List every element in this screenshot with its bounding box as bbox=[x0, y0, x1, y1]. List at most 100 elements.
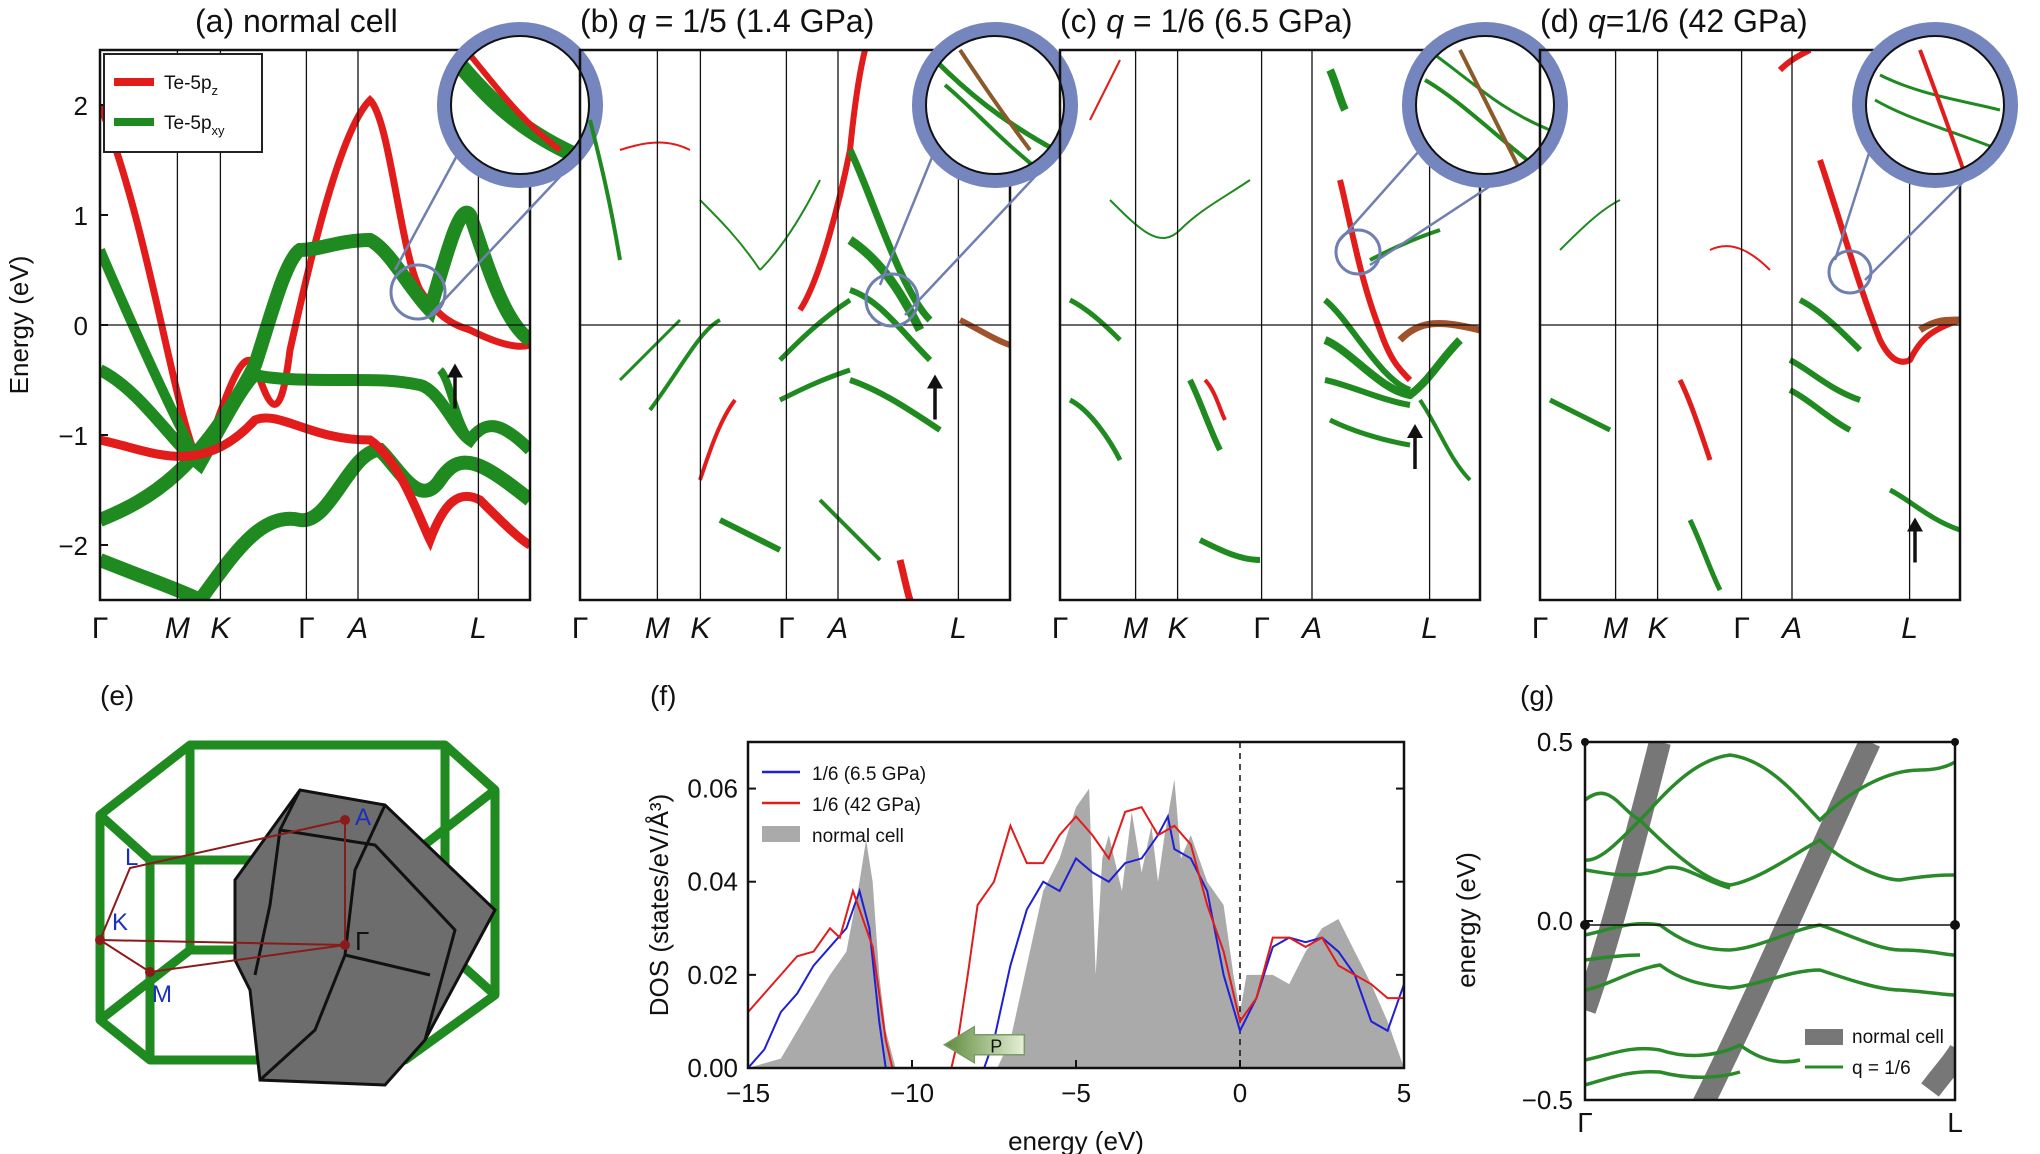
legend-label-normal-cell: normal cell bbox=[1852, 1027, 1944, 1048]
arrow-head bbox=[447, 363, 463, 378]
y-tick-label: 0.00 bbox=[687, 1053, 738, 1083]
kpoint-label: L bbox=[1901, 612, 1918, 645]
panel-e: (e) A L K M Γ bbox=[95, 680, 500, 1087]
kpoint-label: K bbox=[210, 612, 232, 645]
pxy-band-4 bbox=[100, 205, 530, 527]
x-tick-label: −5 bbox=[1061, 1078, 1091, 1108]
panel-f-ylabel: DOS (states/eV/Å³) bbox=[644, 794, 674, 1017]
panel-f-plot bbox=[748, 742, 1404, 1068]
panel-b-magnifier bbox=[864, 22, 1078, 328]
kpoint-label: K bbox=[1648, 612, 1670, 645]
arrow-head bbox=[1907, 517, 1923, 532]
y-tick-label: 0 bbox=[74, 311, 88, 341]
kpoint-label: Γ bbox=[1532, 612, 1549, 645]
kpoint-label: K bbox=[690, 612, 712, 645]
panel-a-magnifier bbox=[389, 22, 603, 321]
pxy-band-5 bbox=[436, 367, 474, 443]
y-tick-label: 0.02 bbox=[687, 960, 738, 990]
panel-f-legend: 1/6 (6.5 GPa) 1/6 (42 GPa) normal cell bbox=[762, 764, 926, 847]
kpoint-label: M bbox=[1603, 612, 1628, 645]
panel-b-gridlines bbox=[580, 50, 1010, 600]
kpoint-label: L bbox=[470, 612, 487, 645]
legend-label-q: q = 1/6 bbox=[1852, 1058, 1911, 1079]
panel-b-arrow bbox=[927, 374, 943, 420]
panel-f: (f) −15 −10 −5 0 5 0.00 0.02 0.04 0.06 energy (e… bbox=[644, 680, 1411, 1154]
y-tick-label: 0.04 bbox=[687, 867, 738, 897]
panel-e-title: (e) bbox=[100, 680, 134, 711]
panel-a-title: (a) normal cell bbox=[195, 3, 398, 39]
y-tick-label: −2 bbox=[58, 531, 88, 561]
brillouin-zone-polyhedron bbox=[233, 788, 497, 1087]
kpoint-label: K bbox=[1168, 612, 1190, 645]
panel-a-y-ticks: 2 1 0 −1 −2 bbox=[58, 91, 108, 561]
pz-band-2 bbox=[100, 413, 530, 552]
kpoint-label-M: M bbox=[152, 981, 172, 1008]
panel-g-legend: normal cell q = 1/6 bbox=[1805, 1027, 1944, 1079]
kpath-lines bbox=[98, 818, 346, 974]
kpoint-label: Γ bbox=[778, 612, 795, 645]
legend-label-pz: Te-5pz bbox=[164, 73, 218, 98]
pressure-arrow: P bbox=[942, 1025, 1026, 1065]
panel-g-plot bbox=[1585, 742, 1955, 1100]
y-tick-label: 2 bbox=[74, 91, 88, 121]
pressure-arrow-shape bbox=[942, 1025, 1026, 1065]
kpoint-label: Γ bbox=[92, 612, 109, 645]
legend-label-42gpa: 1/6 (42 GPa) bbox=[812, 795, 921, 816]
x-tick-label: −15 bbox=[726, 1078, 770, 1108]
normal-cell-band-2 bbox=[1692, 742, 1880, 1100]
y-tick-label: 0.06 bbox=[687, 774, 738, 804]
arrow-head bbox=[927, 374, 943, 389]
panel-a-arrow bbox=[447, 363, 463, 409]
panel-b-frame bbox=[578, 48, 1012, 602]
panel-b-bands bbox=[588, 50, 1010, 600]
legend-label-65gpa: 1/6 (6.5 GPa) bbox=[812, 764, 926, 785]
y-tick-label: 0.5 bbox=[1537, 727, 1573, 757]
normal-cell-band-1 bbox=[1585, 742, 1671, 1014]
panel-c-magnifier bbox=[1334, 22, 1568, 276]
panel-b-title: (b) q = 1/5 (1.4 GPa) bbox=[580, 3, 874, 39]
panel-g: (g) 0.5 0.0 −0.5Γ L energy (eV) normal cell… bbox=[1451, 680, 1963, 1138]
kpoint-label-A: A bbox=[355, 804, 371, 831]
kpoint-label: M bbox=[165, 612, 190, 645]
kpoint-label-K: K bbox=[112, 909, 128, 936]
pxy-band-3 bbox=[100, 442, 530, 600]
panel-a-plot bbox=[100, 95, 530, 600]
panel-c-frame bbox=[1058, 48, 1482, 602]
panel-f-title: (f) bbox=[650, 680, 676, 711]
x-tick-label: 5 bbox=[1397, 1078, 1411, 1108]
zoom-lens bbox=[437, 22, 603, 188]
legend-swatch-normal bbox=[762, 826, 800, 842]
legend-swatch-normal-cell bbox=[1805, 1029, 1843, 1045]
kpoint-label: M bbox=[1123, 612, 1148, 645]
kpoint-label: Γ bbox=[1577, 1107, 1592, 1138]
arrow-head bbox=[1407, 424, 1423, 438]
panel-c-arrow bbox=[1407, 424, 1423, 469]
legend-label-pxy: Te-5pxy bbox=[164, 113, 225, 138]
y-tick-label: −1 bbox=[58, 421, 88, 451]
kpoint-label: Γ bbox=[298, 612, 315, 645]
panel-g-title: (g) bbox=[1520, 680, 1554, 711]
kpoint-label: L bbox=[1421, 612, 1438, 645]
kpoint-label: L bbox=[1947, 1107, 1963, 1138]
kpoint-label: M bbox=[645, 612, 670, 645]
panel-a-legend: Te-5pz Te-5pxy bbox=[103, 53, 263, 153]
kpoint-label: Γ bbox=[572, 612, 589, 645]
kpoint-label: Γ bbox=[1733, 612, 1750, 645]
panel-d-arrow bbox=[1907, 517, 1923, 563]
pressure-arrow-label: P bbox=[990, 1037, 1002, 1057]
kpoint-label: A bbox=[826, 612, 848, 645]
y-tick-label: −0.5 bbox=[1522, 1085, 1573, 1115]
panel-d-magnifier bbox=[1827, 22, 2018, 295]
kpoint-markers bbox=[95, 815, 350, 977]
kpoint-label-L: L bbox=[125, 844, 138, 871]
legend-label-normal: normal cell bbox=[812, 826, 904, 847]
y-tick-label: 1 bbox=[74, 201, 88, 231]
panel-f-ticks: −15 −10 −5 0 5 0.00 0.02 0.04 0.06 bbox=[687, 774, 1411, 1108]
x-tick-label: 0 bbox=[1233, 1078, 1247, 1108]
